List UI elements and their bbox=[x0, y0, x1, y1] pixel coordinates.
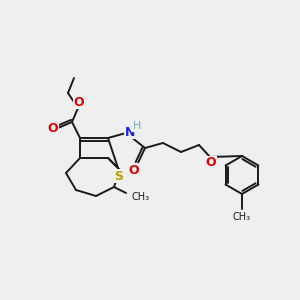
Text: CH₃: CH₃ bbox=[131, 192, 149, 202]
Text: O: O bbox=[129, 164, 139, 176]
Text: CH₃: CH₃ bbox=[233, 212, 251, 222]
Text: S: S bbox=[115, 169, 124, 182]
Text: H: H bbox=[133, 121, 141, 131]
Text: O: O bbox=[74, 95, 84, 109]
Text: O: O bbox=[206, 157, 216, 169]
Text: N: N bbox=[125, 125, 135, 139]
Text: O: O bbox=[48, 122, 58, 136]
